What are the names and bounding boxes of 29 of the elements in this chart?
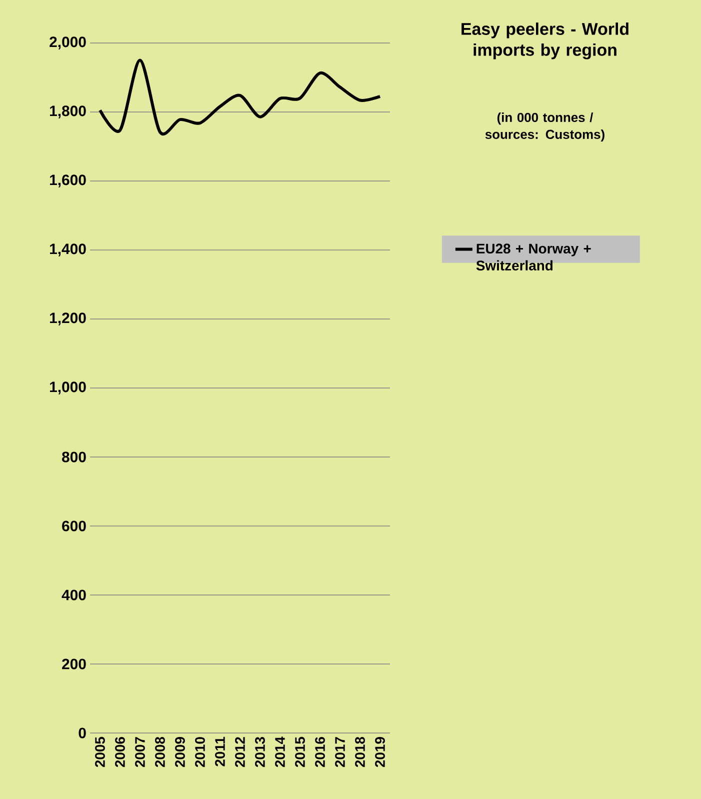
x-tick-label: 2012	[235, 737, 245, 768]
y-tick-label: 1,200	[50, 312, 86, 326]
x-tick-label: 2019	[375, 737, 385, 768]
x-tick-label: 2015	[295, 736, 305, 768]
x-tick-label: 2008	[155, 736, 165, 768]
y-tick-label: 0	[78, 728, 86, 738]
x-tick-label: 2007	[135, 737, 145, 768]
y-tick-label: 200	[62, 658, 86, 670]
y-tick-label: 1,600	[50, 174, 86, 188]
x-tick-label: 2017	[335, 737, 345, 768]
x-tick-label: 2014	[275, 736, 285, 768]
x-tick-label: 2018	[355, 736, 365, 768]
x-tick-label: 2006	[115, 737, 125, 768]
y-tick-label: 1,400	[50, 244, 86, 256]
text: (in 000 tonnes / sources: Customs)	[485, 112, 604, 142]
y-tick-label: 1,000	[50, 382, 86, 394]
x-tick-label: 2016	[315, 737, 325, 768]
x-tick-label: 2013	[255, 737, 265, 768]
x-tick-label: 2010	[195, 737, 205, 768]
x-tick-label: 2011	[215, 736, 225, 766]
y-tick-label: 2,000	[50, 36, 86, 50]
text: Easy peelers - World imports by region	[462, 22, 628, 60]
y-tick-label: 400	[62, 590, 86, 600]
legend-label: EU28 + Norway + Switzerland	[476, 244, 591, 270]
y-tick-label: 1,800	[50, 106, 86, 118]
y-tick-label: 600	[62, 520, 86, 532]
x-tick-label: 2009	[175, 737, 185, 768]
x-tick-label: 2005	[95, 736, 105, 768]
y-tick-label: 800	[62, 452, 86, 462]
